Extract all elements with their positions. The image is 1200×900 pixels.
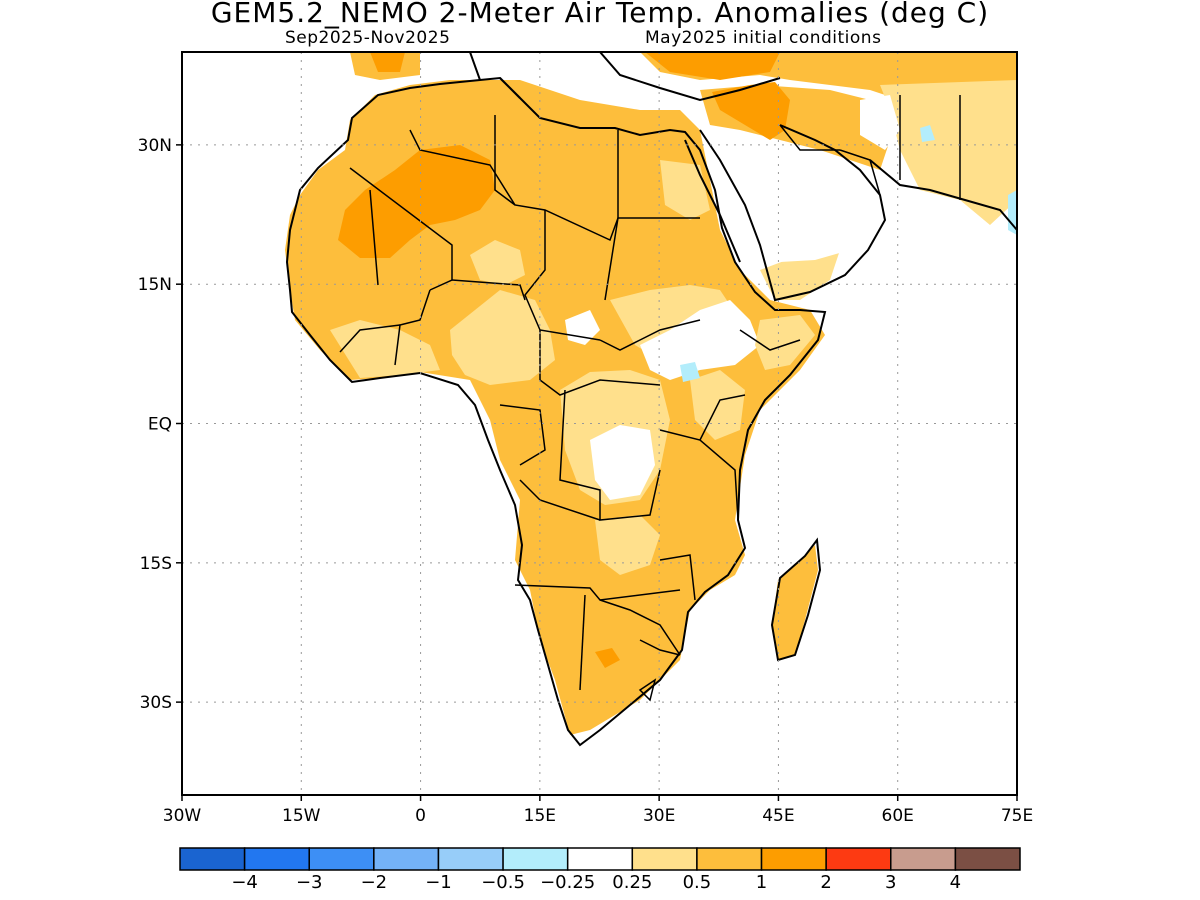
shade-arabia-neutral: [730, 160, 875, 262]
lon-tick-label: 60E: [882, 806, 914, 826]
shade-lake-victoria-cool: [680, 362, 700, 382]
colorbar-swatch: [696, 847, 763, 871]
shade-sahara-strong: [338, 145, 495, 258]
colorbar-label: −2: [361, 872, 388, 893]
shade-anatolia-strong: [645, 52, 780, 80]
colorbar-label: 3: [885, 872, 896, 893]
shade-africa-base: [285, 80, 825, 735]
lon-tick-label: 15W: [282, 806, 321, 826]
red-sea-west: [684, 139, 741, 263]
colorbar-label: 0.25: [612, 872, 652, 893]
country-borders: [339, 95, 961, 702]
colorbar-swatch: [825, 847, 892, 871]
axis-ticks: 30N 15N EQ 15S 30S 30W 15W 0 15E 30E 45E 60E 75E: [138, 136, 1034, 826]
lat-tick-label: 15N: [138, 275, 172, 295]
colorbar-swatch: [566, 847, 634, 871]
colorbar-swatch: [373, 847, 440, 871]
colorbar-swatch: [631, 847, 698, 871]
colorbar-label: −3: [296, 872, 323, 893]
shade-somalia-light: [755, 315, 815, 370]
lon-tick-label: 30E: [643, 806, 675, 826]
forecast-period: Sep2025-Nov2025: [285, 28, 451, 48]
colorbar-swatch: [243, 847, 310, 871]
shade-ethiopia-neutral: [640, 300, 760, 380]
colorbar-swatch: [760, 847, 827, 871]
colorbar-label: −4: [231, 872, 258, 893]
shade-arabia-south: [760, 250, 840, 300]
colorbar-label: 0.5: [683, 872, 712, 893]
colorbar-label: 2: [820, 872, 831, 893]
colorbar-swatch: [954, 847, 1021, 871]
lat-tick-label: EQ: [148, 415, 172, 435]
shade-west-africa-light: [450, 290, 555, 385]
lat-tick-label: 30S: [140, 693, 172, 713]
grid-lines: [182, 52, 1017, 795]
lon-tick-label: 75E: [1001, 806, 1033, 826]
shade-iberia-strong: [370, 52, 405, 72]
colorbar-swatch: [502, 847, 569, 871]
colorbar-label: −0.25: [540, 872, 595, 893]
lat-tick-label: 15S: [140, 554, 172, 574]
colorbar: −4 −3 −2 −1 −0.5 −0.25 0.25 0.5 1 2 3 4: [179, 847, 1021, 893]
colorbar-swatch: [437, 847, 504, 871]
colorbar-label: −0.5: [481, 872, 525, 893]
lon-tick-label: 15E: [524, 806, 556, 826]
colorbar-label: 4: [950, 872, 961, 893]
shade-pakistan-cool: [920, 125, 935, 142]
arabia-coastline: [699, 124, 887, 302]
shade-pakistan-neutral: [860, 95, 900, 150]
initial-conditions: May2025 initial conditions: [645, 28, 882, 48]
anomaly-shading: [285, 52, 1017, 735]
shade-madagascar: [772, 545, 818, 660]
colorbar-swatch: [179, 847, 246, 871]
lon-tick-label: 45E: [762, 806, 794, 826]
lon-tick-label: 0: [415, 806, 426, 826]
colorbar-swatch: [308, 847, 375, 871]
shade-coast-light: [330, 320, 440, 378]
colorbar-label: 1: [756, 872, 767, 893]
mediterranean-coast: [469, 52, 781, 102]
shade-iraq-strong: [712, 82, 790, 140]
lat-tick-label: 30N: [138, 136, 172, 156]
shade-chad-light: [470, 240, 525, 285]
shade-iran-east: [880, 80, 1017, 225]
shade-south-africa-strong: [595, 648, 620, 668]
shade-angola-light: [595, 515, 660, 575]
madagascar-coastline: [770, 537, 822, 662]
shade-egypt-light: [660, 160, 710, 220]
lon-tick-label: 30W: [163, 806, 202, 826]
colorbar-swatch: [890, 847, 957, 871]
shade-congo-neutral: [590, 425, 655, 500]
shade-india-cool: [1008, 190, 1017, 235]
map-title: GEM5.2_NEMO 2-Meter Air Temp. Anomalies …: [210, 0, 990, 29]
iran-coastline: [869, 159, 1017, 231]
colorbar-label: −1: [425, 872, 452, 893]
